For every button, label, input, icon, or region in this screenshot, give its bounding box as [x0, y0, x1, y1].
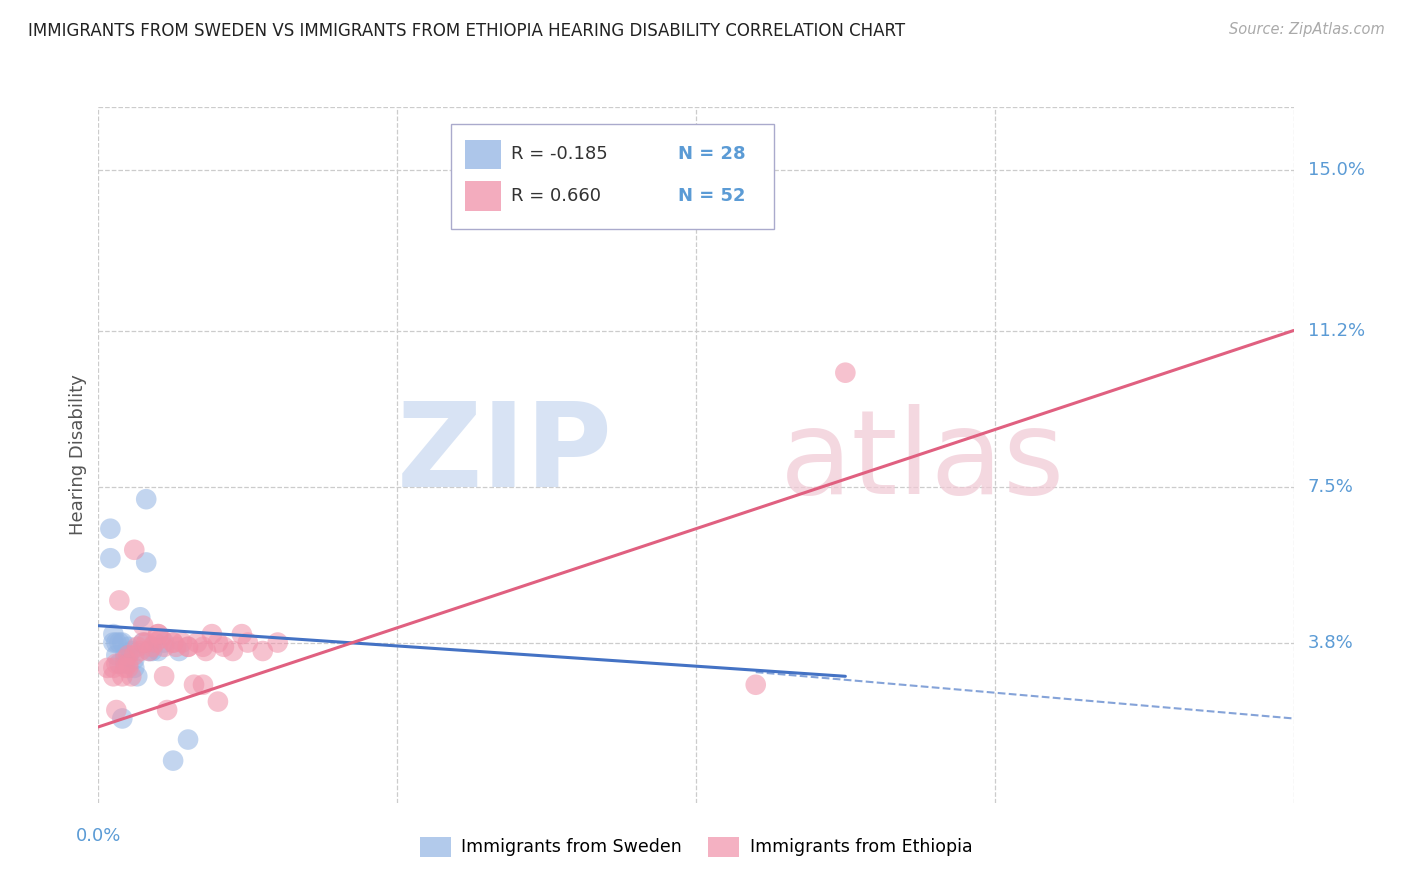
- Point: [96, 661, 118, 675]
- Point: [111, 711, 134, 725]
- Point: [132, 635, 155, 649]
- Point: [177, 640, 200, 654]
- Point: [103, 669, 125, 683]
- Point: [177, 640, 200, 654]
- Point: [108, 593, 131, 607]
- Point: [120, 644, 142, 658]
- Point: [111, 669, 134, 683]
- Text: 3.8%: 3.8%: [1308, 633, 1354, 651]
- Point: [127, 640, 149, 654]
- Point: [103, 635, 125, 649]
- Point: [191, 640, 214, 654]
- FancyBboxPatch shape: [465, 140, 501, 169]
- Point: [124, 652, 146, 666]
- Point: [98, 522, 122, 536]
- Point: [153, 640, 176, 654]
- Point: [108, 635, 131, 649]
- Point: [153, 635, 176, 649]
- Point: [114, 652, 136, 666]
- Text: atlas: atlas: [779, 404, 1064, 519]
- Text: R = 0.660: R = 0.660: [510, 187, 600, 205]
- Point: [98, 551, 122, 566]
- Point: [207, 695, 229, 709]
- Text: 0.0%: 0.0%: [76, 827, 121, 845]
- Point: [183, 678, 205, 692]
- Point: [103, 627, 125, 641]
- Point: [201, 627, 224, 641]
- Text: 15.0%: 15.0%: [1308, 161, 1365, 179]
- Point: [114, 657, 136, 671]
- Point: [127, 669, 149, 683]
- Point: [117, 661, 139, 675]
- Point: [124, 542, 146, 557]
- Text: 11.2%: 11.2%: [1308, 321, 1365, 340]
- Point: [138, 644, 160, 658]
- Point: [222, 644, 245, 658]
- Point: [114, 661, 136, 675]
- Point: [162, 754, 184, 768]
- Point: [135, 492, 157, 507]
- Point: [834, 366, 856, 380]
- Point: [191, 678, 214, 692]
- Point: [167, 644, 190, 658]
- Point: [124, 661, 146, 675]
- Text: ZIP: ZIP: [396, 398, 612, 512]
- Point: [141, 644, 163, 658]
- Text: Source: ZipAtlas.com: Source: ZipAtlas.com: [1229, 22, 1385, 37]
- Point: [114, 648, 136, 663]
- Point: [135, 635, 157, 649]
- Y-axis label: Hearing Disability: Hearing Disability: [69, 375, 87, 535]
- Text: IMMIGRANTS FROM SWEDEN VS IMMIGRANTS FROM ETHIOPIA HEARING DISABILITY CORRELATIO: IMMIGRANTS FROM SWEDEN VS IMMIGRANTS FRO…: [28, 22, 905, 40]
- Point: [132, 635, 155, 649]
- Point: [153, 669, 176, 683]
- Point: [252, 644, 274, 658]
- Point: [150, 632, 173, 646]
- Point: [135, 556, 157, 570]
- Point: [111, 635, 134, 649]
- Text: N = 28: N = 28: [678, 145, 745, 163]
- Text: R = -0.185: R = -0.185: [510, 145, 607, 163]
- Point: [162, 635, 184, 649]
- Point: [231, 627, 253, 641]
- Point: [156, 703, 179, 717]
- Point: [132, 618, 155, 632]
- Point: [105, 703, 128, 717]
- Point: [103, 661, 125, 675]
- Point: [267, 635, 290, 649]
- Point: [105, 648, 128, 663]
- Point: [186, 635, 208, 649]
- Point: [212, 640, 235, 654]
- Point: [117, 648, 139, 663]
- Point: [108, 657, 131, 671]
- Point: [745, 678, 768, 692]
- Legend: Immigrants from Sweden, Immigrants from Ethiopia: Immigrants from Sweden, Immigrants from …: [419, 837, 973, 856]
- Point: [105, 635, 128, 649]
- Point: [129, 644, 152, 658]
- Point: [162, 635, 184, 649]
- Point: [124, 648, 146, 663]
- Text: N = 52: N = 52: [678, 187, 745, 205]
- Point: [117, 657, 139, 671]
- FancyBboxPatch shape: [451, 124, 773, 229]
- Point: [143, 635, 166, 649]
- Point: [177, 732, 200, 747]
- Point: [141, 640, 163, 654]
- Point: [165, 640, 187, 654]
- Point: [745, 205, 768, 219]
- Point: [129, 610, 152, 624]
- Text: 7.5%: 7.5%: [1308, 477, 1354, 496]
- Point: [236, 635, 259, 649]
- Point: [117, 640, 139, 654]
- Point: [148, 627, 170, 641]
- Point: [194, 644, 218, 658]
- FancyBboxPatch shape: [465, 181, 501, 211]
- Point: [148, 627, 170, 641]
- Point: [172, 635, 194, 649]
- Point: [138, 644, 160, 658]
- Point: [120, 669, 142, 683]
- Point: [105, 657, 128, 671]
- Point: [207, 635, 229, 649]
- Point: [148, 644, 170, 658]
